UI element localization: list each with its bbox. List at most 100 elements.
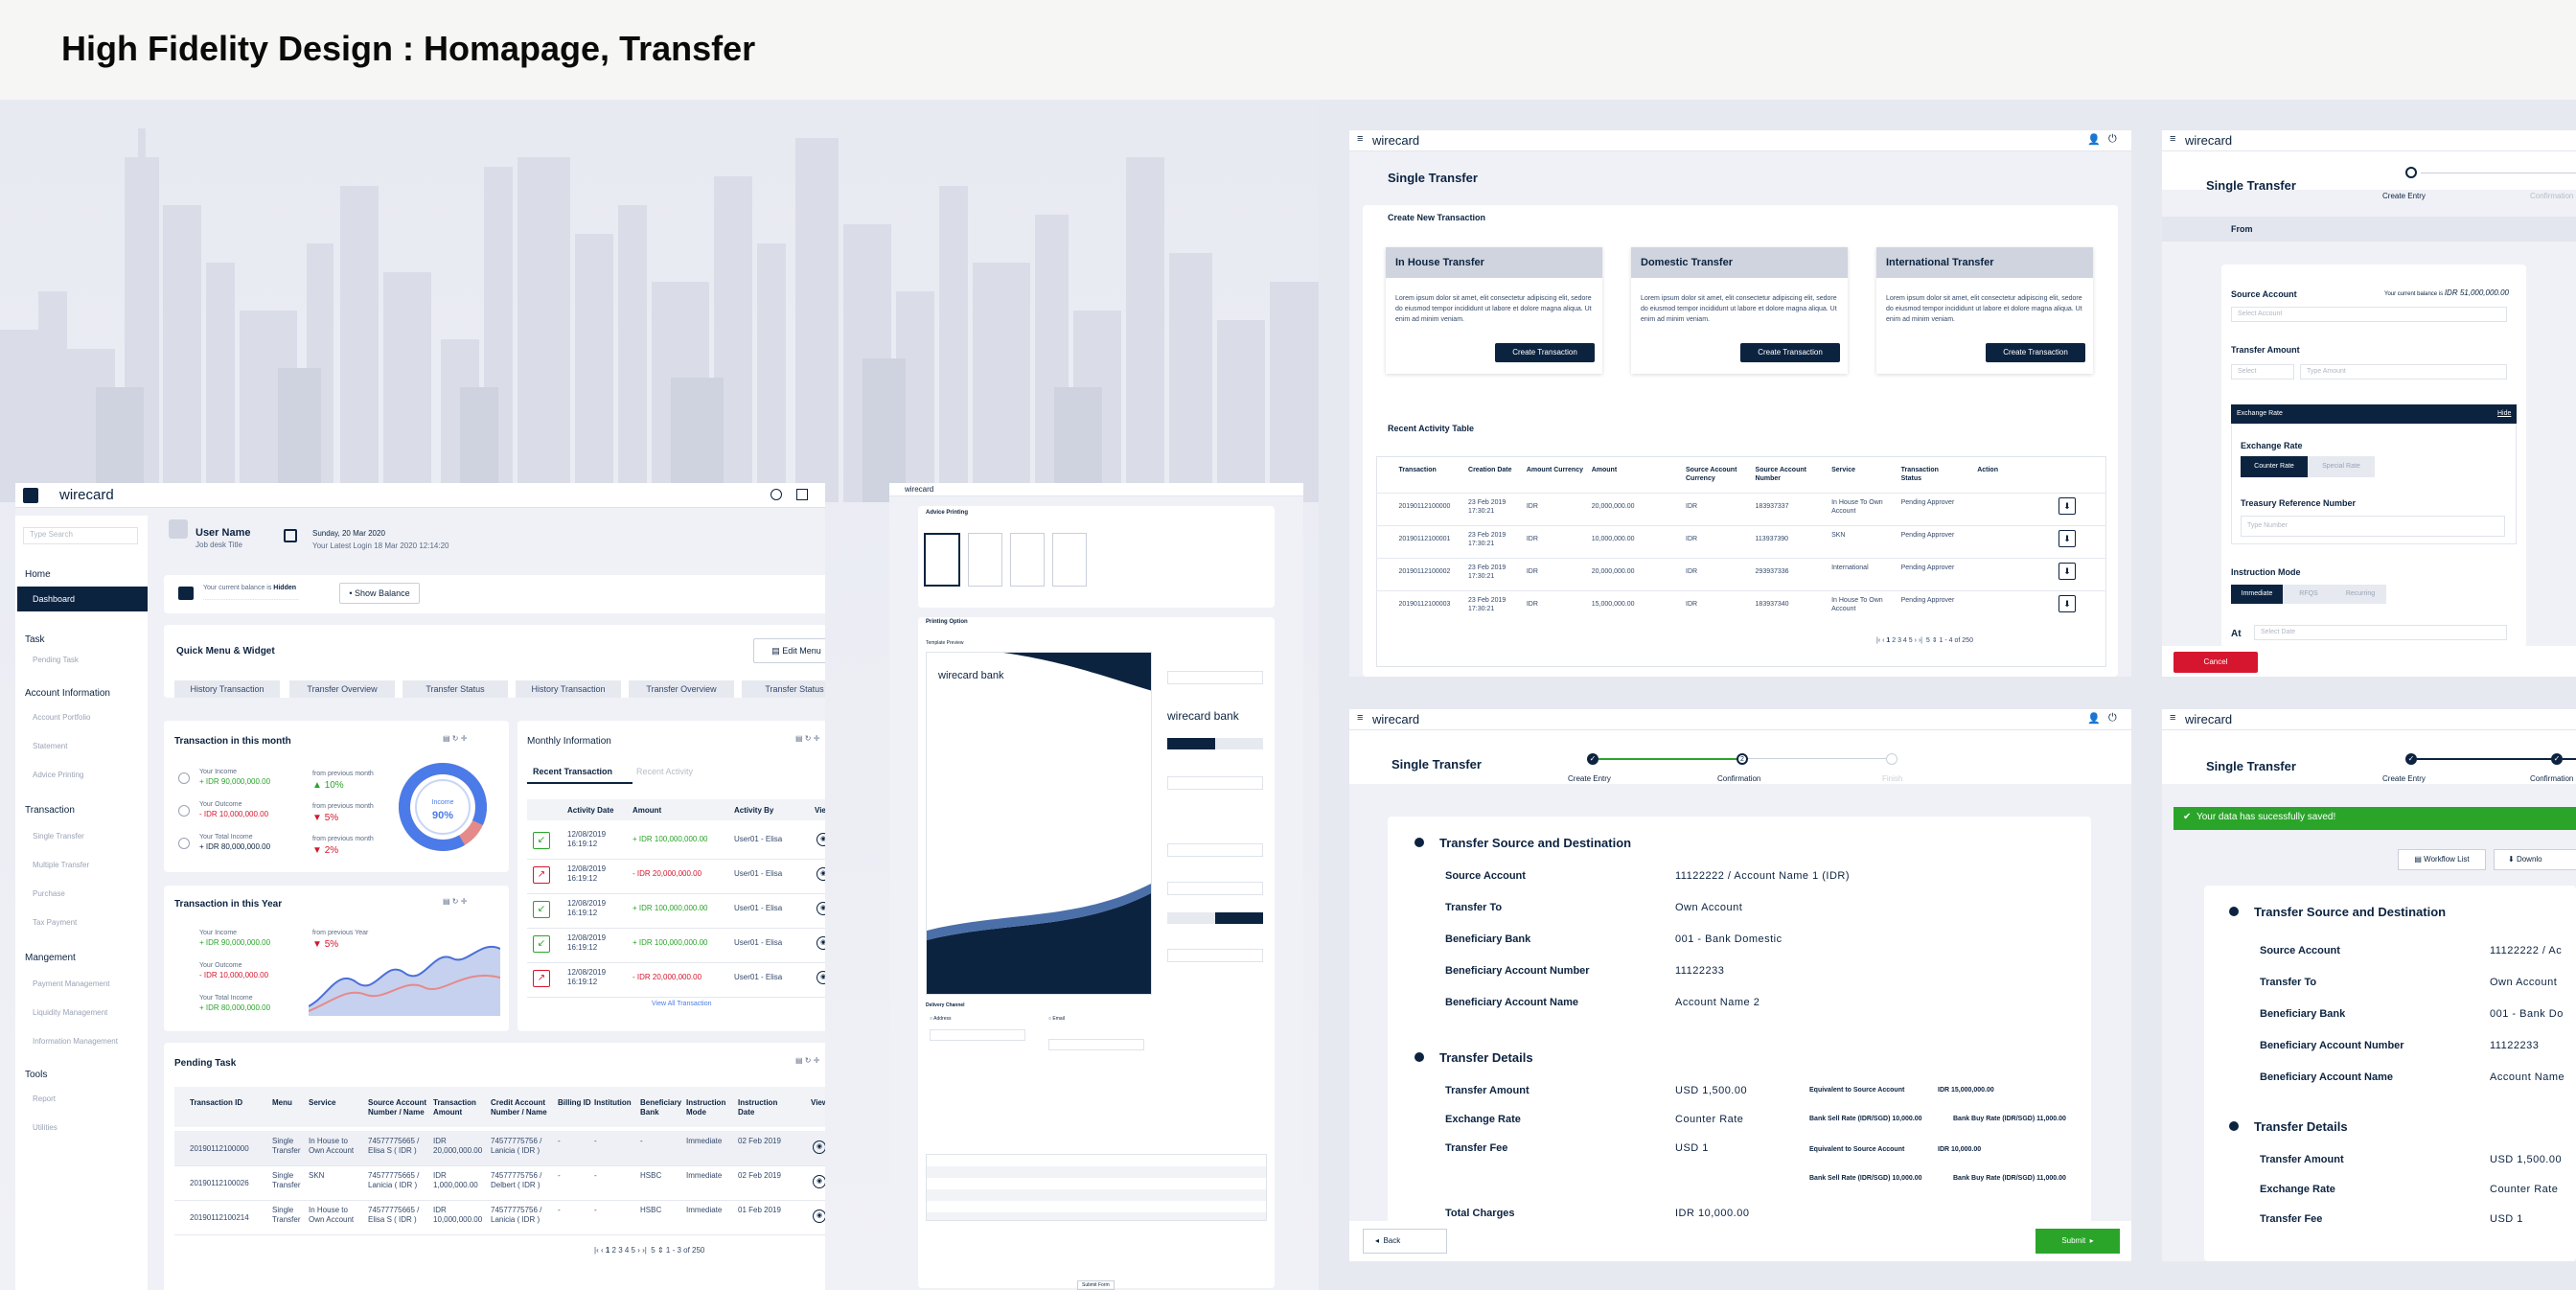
sidebar-item-account-portfolio[interactable]: Account Portfolio — [33, 713, 91, 722]
workflow-list-button[interactable]: ▤ Workflow List — [2398, 849, 2486, 870]
treasury-input[interactable]: Type Number — [2241, 516, 2505, 537]
menu-icon[interactable]: ≡ — [2170, 712, 2176, 724]
view-eye-icon[interactable]: ◉ — [816, 867, 825, 881]
view-eye-icon[interactable]: ◉ — [813, 1175, 825, 1188]
advice-toggle-off[interactable] — [1215, 738, 1263, 749]
menu-icon[interactable] — [23, 488, 38, 503]
submit-form-button[interactable]: Submit Form — [1077, 1280, 1115, 1290]
logout-icon[interactable] — [796, 489, 808, 500]
sidebar-item-transaction[interactable]: Transaction — [25, 805, 75, 816]
recurring-button[interactable]: Recurring — [2334, 585, 2386, 604]
template-thumb-4[interactable] — [1052, 533, 1087, 587]
address-option[interactable]: ○ Address — [930, 1016, 952, 1022]
download-icon[interactable]: ⬇ — [2058, 595, 2076, 612]
quick-chip-2[interactable]: Transfer Overview — [289, 680, 395, 698]
menu-icon[interactable]: ≡ — [1357, 133, 1364, 145]
view-eye-icon[interactable]: ◉ — [816, 902, 825, 915]
sidebar-item-report[interactable]: Report — [33, 1094, 57, 1103]
year-widget-tools[interactable]: ▤ ↻ ✛ — [443, 897, 468, 906]
sidebar-item-task[interactable]: Task — [25, 634, 45, 645]
currency-select[interactable]: Select — [2231, 364, 2294, 380]
month-widget-tools[interactable]: ▤ ↻ ✛ — [443, 734, 468, 743]
cancel-button[interactable]: Cancel — [2174, 652, 2258, 673]
sidebar-item-tools[interactable]: Tools — [25, 1070, 48, 1080]
advice-field-3[interactable] — [1167, 843, 1263, 857]
sidebar-item-payment-management[interactable]: Payment Management — [33, 979, 110, 988]
email-option[interactable]: ○ Email — [1048, 1016, 1065, 1022]
submit-button[interactable]: Submit ▸ — [2036, 1229, 2120, 1254]
show-balance-button[interactable]: • Show Balance — [339, 583, 420, 604]
special-rate-button[interactable]: Special Rate — [2308, 456, 2375, 477]
power-icon[interactable]: ⏻ — [2108, 133, 2117, 145]
power-icon[interactable]: ⏻ — [2108, 712, 2117, 724]
template-thumb-2[interactable] — [968, 533, 1002, 587]
sidebar-item-utilities[interactable]: Utilities — [33, 1123, 58, 1132]
advice-field-5[interactable] — [1167, 949, 1263, 962]
sidebar-item-tax-payment[interactable]: Tax Payment — [33, 918, 78, 927]
hide-link[interactable]: Hide — [2497, 410, 2512, 417]
sidebar-item-dashboard[interactable]: Dashboard — [17, 587, 148, 611]
rfqs-button[interactable]: RFQS — [2283, 585, 2334, 604]
tab-recent-activity[interactable]: Recent Activity — [636, 767, 694, 776]
sidebar-item-liquidity-management[interactable]: Liquidity Management — [33, 1008, 108, 1017]
sidebar-item-multiple-transfer[interactable]: Multiple Transfer — [33, 861, 90, 869]
sidebar-item-pending-task[interactable]: Pending Task — [33, 656, 79, 664]
sidebar-item-statement[interactable]: Statement — [33, 742, 68, 750]
advice-toggle-2-on[interactable] — [1215, 912, 1263, 924]
quick-chip-1[interactable]: History Transaction — [174, 680, 280, 698]
create-pagination[interactable]: |‹ ‹ 1 2 3 4 5 › ›| 5 ⇕ 1 - 4 of 250 — [1876, 637, 1973, 644]
download-icon[interactable]: ⬇ — [2058, 497, 2076, 515]
user-icon[interactable] — [770, 489, 782, 500]
download-button[interactable]: ⬇ Downlo — [2494, 849, 2576, 870]
advice-toggle-2-off[interactable] — [1167, 912, 1215, 924]
address-field[interactable] — [930, 1029, 1025, 1041]
amount-input[interactable]: Type Amount — [2300, 364, 2507, 380]
advice-field-2[interactable] — [1167, 776, 1263, 790]
search-input[interactable]: Type Search — [23, 527, 138, 544]
download-icon[interactable]: ⬇ — [2058, 530, 2076, 547]
view-eye-icon[interactable]: ◉ — [816, 833, 825, 846]
quick-chip-3[interactable]: Transfer Status — [402, 680, 508, 698]
template-thumb-3[interactable] — [1010, 533, 1045, 587]
quick-chip-4[interactable]: History Transaction — [516, 680, 621, 698]
immediate-button[interactable]: Immediate — [2231, 585, 2283, 604]
sidebar-item-advice-printing[interactable]: Advice Printing — [33, 771, 84, 779]
quick-chip-5[interactable]: Transfer Overview — [629, 680, 734, 698]
advice-field-1[interactable] — [1167, 671, 1263, 684]
quick-chip-6[interactable]: Transfer Status — [742, 680, 825, 698]
advice-toggle-on[interactable] — [1167, 738, 1215, 749]
counter-rate-button[interactable]: Counter Rate — [2241, 456, 2308, 477]
tab-recent-transaction[interactable]: Recent Transaction — [533, 767, 613, 776]
view-all-transaction-link[interactable]: View All Transaction — [652, 1001, 712, 1007]
create-transaction-button[interactable]: Create Transaction — [1740, 343, 1840, 362]
pending-cell: 74577775665 / Lanicia ( IDR ) — [368, 1171, 420, 1189]
advice-field-4[interactable] — [1167, 882, 1263, 895]
email-field[interactable] — [1048, 1039, 1144, 1050]
back-button[interactable]: ◂ Back — [1363, 1229, 1447, 1254]
edit-menu-button[interactable]: ▤ Edit Menu — [753, 638, 825, 663]
sidebar-item-single-transfer[interactable]: Single Transfer — [33, 832, 84, 841]
user-icon[interactable]: 👤 — [2087, 713, 2101, 725]
sidebar-item-purchase[interactable]: Purchase — [33, 889, 65, 898]
menu-icon[interactable]: ≡ — [2170, 133, 2176, 145]
create-transaction-button[interactable]: Create Transaction — [1986, 343, 2085, 362]
user-icon[interactable]: 👤 — [2087, 134, 2101, 146]
select-account-dropdown[interactable]: Select Account — [2231, 307, 2507, 322]
sidebar-item-home[interactable]: Home — [25, 569, 51, 580]
template-thumb-1[interactable] — [924, 533, 960, 587]
monthly-widget-tools[interactable]: ▤ ↻ ✛ — [795, 734, 820, 743]
pending-widget-tools[interactable]: ▤ ↻ ✛ — [795, 1056, 820, 1065]
menu-icon[interactable]: ≡ — [1357, 712, 1364, 724]
view-eye-icon[interactable]: ◉ — [813, 1209, 825, 1223]
view-eye-icon[interactable]: ◉ — [816, 936, 825, 950]
sidebar-item-management[interactable]: Mangement — [25, 953, 76, 963]
sidebar-item-account-information[interactable]: Account Information — [25, 688, 110, 699]
view-eye-icon[interactable]: ◉ — [816, 971, 825, 984]
step-2-icon: 2 — [1736, 753, 1748, 765]
view-eye-icon[interactable]: ◉ — [813, 1140, 825, 1154]
sidebar-item-information-management[interactable]: Information Management — [33, 1037, 118, 1046]
create-transaction-button[interactable]: Create Transaction — [1495, 343, 1595, 362]
pending-pagination[interactable]: |‹ ‹ 1 2 3 4 5 › ›| 5 ⇕ 1 - 3 of 250 — [594, 1246, 705, 1255]
download-icon[interactable]: ⬇ — [2058, 563, 2076, 580]
date-select[interactable]: Select Date — [2254, 625, 2507, 640]
